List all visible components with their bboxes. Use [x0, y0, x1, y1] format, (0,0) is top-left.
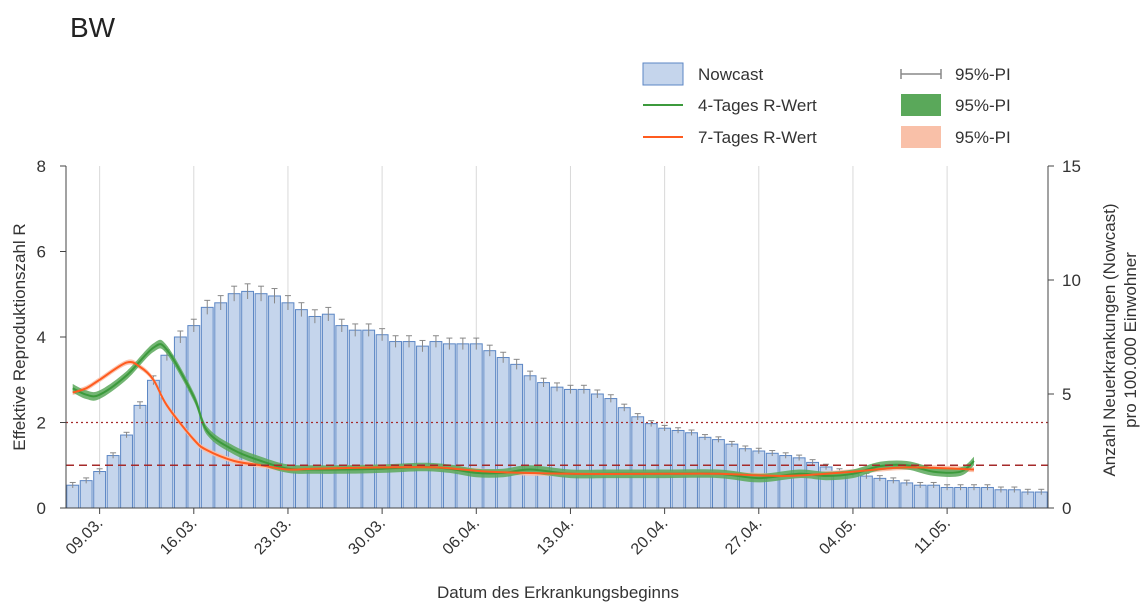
nowcast-bar [214, 302, 228, 509]
legend-pi-r7-label: 95%-PI [955, 128, 1011, 147]
nowcast-bar [577, 388, 591, 509]
nowcast-bar [469, 343, 483, 509]
nowcast-bar [550, 386, 564, 509]
nowcast-bar [79, 480, 93, 509]
x-tick-label: 16.03. [157, 515, 200, 558]
nowcast-bar [954, 486, 967, 509]
nowcast-bar [147, 379, 160, 509]
reference-lines [66, 421, 1048, 466]
nowcast-bar [254, 293, 268, 509]
nowcast-bar [133, 404, 147, 509]
left-tick-label: 0 [37, 499, 46, 518]
right-tick-label: 10 [1062, 271, 1081, 290]
legend: Nowcast 4-Tages R-Wert 7-Tages R-Wert 95%-P… [642, 62, 1011, 148]
nowcast-bar [940, 486, 954, 509]
nowcast-bar [66, 484, 80, 509]
nowcast-bar [416, 345, 429, 509]
nowcast-bar [268, 295, 281, 509]
right-axis-label-line2: pro 100.000 Einwohner [1121, 252, 1140, 428]
nowcast-bar [658, 427, 672, 509]
left-tick-label: 2 [37, 414, 46, 433]
nowcast-bar [389, 341, 403, 509]
legend-pi-r4-label: 95%-PI [955, 96, 1011, 115]
nowcast-bar [510, 363, 524, 509]
x-tick-label: 27.04. [722, 515, 765, 558]
nowcast-bar [241, 290, 255, 509]
nowcast-bar [402, 341, 416, 509]
nowcast-bar [456, 343, 470, 509]
nowcast-bar [981, 486, 994, 509]
nowcast-bar [537, 382, 550, 509]
right-tick-label: 5 [1062, 385, 1071, 404]
nowcast-bar [308, 315, 322, 509]
nowcast-bar [227, 293, 241, 509]
r4-line [72, 343, 975, 480]
nowcast-bar [496, 357, 510, 509]
legend-pi-bar-label: 95%-PI [955, 65, 1011, 84]
x-tick-label: 09.03. [63, 515, 106, 558]
nowcast-bar [160, 354, 174, 509]
nowcast-bar [321, 313, 335, 509]
nowcast-bar [281, 302, 295, 509]
nowcast-bar [375, 334, 389, 509]
x-tick-label: 20.04. [628, 515, 671, 558]
nowcast-bar [523, 375, 537, 509]
x-tick-label: 11.05. [911, 515, 954, 558]
nowcast-bar [604, 398, 618, 509]
legend-pi-r4-swatch [901, 94, 941, 116]
right-axis-label-line1: Anzahl Neuerkrankungen (Nowcast) [1100, 203, 1119, 476]
nowcast-bar [200, 306, 214, 509]
nowcast-bar [846, 473, 860, 509]
nowcast-bar [927, 484, 941, 509]
nowcast-bar [106, 455, 120, 509]
x-tick-label: 23.03. [251, 515, 294, 558]
nowcast-bar [429, 341, 443, 509]
nowcast-bar [967, 486, 981, 509]
x-tick-label: 04.05. [816, 515, 859, 558]
left-tick-label: 8 [37, 157, 46, 176]
nowcast-bar [187, 325, 201, 509]
x-tick-label: 06.04. [440, 515, 483, 558]
page-title: BW [70, 12, 116, 43]
nowcast-bar [442, 343, 456, 509]
x-tick-label: 13.04. [534, 515, 577, 558]
r7-line [72, 360, 975, 477]
x-tick-label: 30.03. [345, 515, 388, 558]
right-tick-label: 0 [1062, 499, 1071, 518]
nowcast-bar [671, 429, 685, 509]
x-axis-label: Datum des Erkrankungsbeginns [437, 583, 679, 602]
nowcast-bar [335, 325, 349, 509]
legend-r4-label: 4-Tages R-Wert [698, 96, 817, 115]
right-tick-label: 15 [1062, 157, 1081, 176]
left-axis-label: Effektive Reproduktionszahl R [10, 223, 29, 450]
legend-pi-r7-swatch [901, 126, 941, 148]
legend-nowcast-label: Nowcast [698, 65, 763, 84]
nowcast-bar [859, 475, 873, 509]
left-tick-label: 4 [37, 328, 46, 347]
nowcast-bar [120, 434, 133, 509]
nowcast-bar [913, 484, 927, 509]
nowcast-bar [779, 455, 793, 509]
nowcast-bar [93, 471, 107, 509]
nowcast-bar [631, 416, 645, 509]
nowcast-bar [294, 309, 308, 509]
nowcast-bar [362, 329, 376, 509]
r-value-lines [72, 343, 975, 480]
nowcast-bar [590, 393, 604, 509]
legend-r7-label: 7-Tages R-Wert [698, 128, 817, 147]
nowcast-bar [483, 350, 497, 509]
nowcast-bar [886, 480, 900, 509]
nowcast-bar [348, 329, 362, 509]
nowcast-bar [873, 477, 887, 509]
nowcast-bar [900, 482, 914, 509]
left-tick-label: 6 [37, 243, 46, 262]
legend-nowcast-swatch [642, 62, 684, 86]
nowcast-bar [806, 461, 820, 509]
nowcast-bar [564, 388, 577, 509]
nowcast-bar [617, 407, 631, 509]
